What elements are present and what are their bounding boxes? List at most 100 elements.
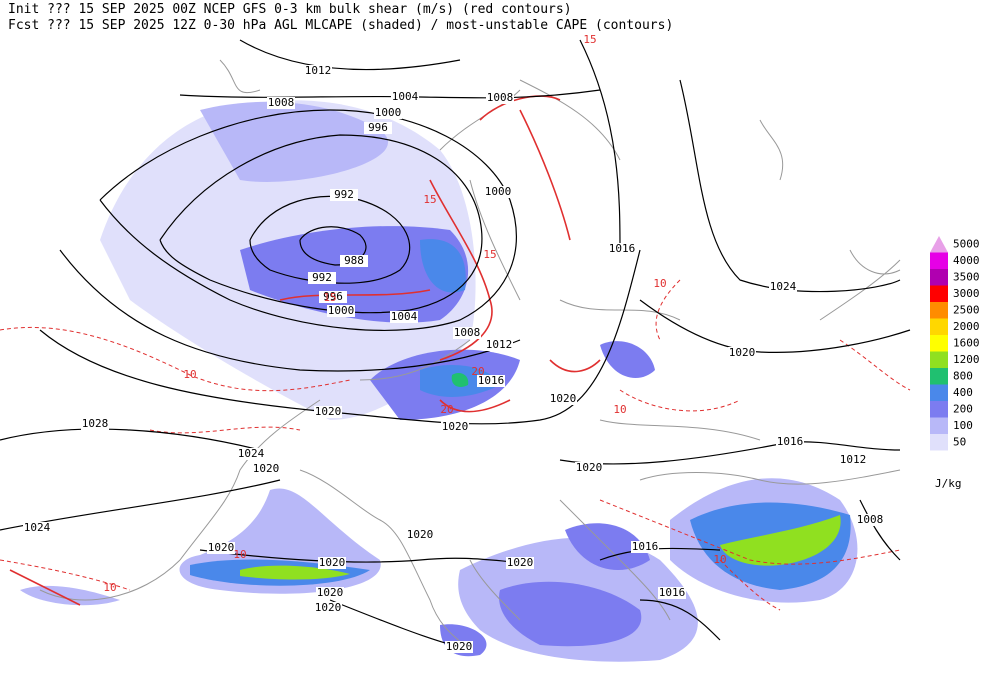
label-background xyxy=(441,421,469,433)
legend-swatch xyxy=(930,417,948,434)
label-background xyxy=(316,587,344,599)
legend-swatch xyxy=(930,401,948,418)
label-background xyxy=(308,272,336,284)
pressure-label: 1020 xyxy=(317,586,344,599)
cape-area xyxy=(499,581,642,647)
pressure-label: 1000 xyxy=(375,106,402,119)
legend-label: 3000 xyxy=(953,287,980,300)
label-background xyxy=(484,186,512,198)
label-background xyxy=(364,122,392,134)
label-background xyxy=(267,97,295,109)
label-background xyxy=(374,107,402,119)
pressure-label: 1020 xyxy=(576,461,603,474)
cape-area xyxy=(420,239,466,293)
pressure-label: 996 xyxy=(323,290,343,303)
cape-area xyxy=(20,585,120,606)
pressure-label: 1020 xyxy=(507,556,534,569)
shear-label: 10 xyxy=(613,403,626,416)
cape-area xyxy=(600,341,655,378)
legend-swatch xyxy=(930,384,948,401)
legend-swatch xyxy=(930,302,948,319)
label-background xyxy=(304,65,332,77)
shear-contours xyxy=(0,95,911,611)
pressure-label: 1008 xyxy=(857,513,884,526)
shear-label: 10 xyxy=(183,368,196,381)
label-background xyxy=(390,311,418,323)
pressure-label: 1016 xyxy=(659,586,686,599)
legend-label: 200 xyxy=(953,402,973,415)
cape-area xyxy=(720,515,841,566)
legend-label: 2000 xyxy=(953,320,980,333)
label-background xyxy=(319,291,347,303)
pressure-label: 1016 xyxy=(632,540,659,553)
legend-label: 1200 xyxy=(953,353,980,366)
label-background xyxy=(237,448,265,460)
shear-label: 20 xyxy=(471,365,484,378)
pressure-label: 1020 xyxy=(253,462,280,475)
cape-area xyxy=(240,565,350,580)
legend-label: 4000 xyxy=(953,254,980,267)
legend-swatch xyxy=(930,318,948,335)
label-background xyxy=(23,522,51,534)
label-background xyxy=(445,641,473,653)
shear-label: 20 xyxy=(440,403,453,416)
label-background xyxy=(252,463,280,475)
pressure-label: 1004 xyxy=(392,90,419,103)
label-background xyxy=(575,462,603,474)
shear-contour xyxy=(9,95,601,606)
pressure-label: 1012 xyxy=(486,338,513,351)
label-background xyxy=(856,514,884,526)
pressure-label: 1020 xyxy=(315,601,342,614)
label-background xyxy=(477,375,505,387)
pressure-label: 1012 xyxy=(305,64,332,77)
label-background xyxy=(453,327,481,339)
pressure-label: 1020 xyxy=(315,405,342,418)
label-background xyxy=(608,243,636,255)
label-background xyxy=(728,347,756,359)
pressure-label: 1008 xyxy=(268,96,295,109)
pressure-label: 1020 xyxy=(446,640,473,653)
pressure-label: 1004 xyxy=(391,310,418,323)
pressure-label: 1016 xyxy=(478,374,505,387)
pressure-label: 1000 xyxy=(328,304,355,317)
shear-label: 10 xyxy=(103,581,116,594)
legend-swatch xyxy=(930,252,948,269)
legend-swatch xyxy=(930,236,948,253)
pressure-label: 1024 xyxy=(24,521,51,534)
legend-swatch xyxy=(930,351,948,368)
label-background xyxy=(549,393,577,405)
legend-label: 1600 xyxy=(953,336,980,349)
legend-swatch xyxy=(930,434,948,451)
cape-area xyxy=(240,226,469,323)
pressure-label: 1012 xyxy=(840,453,867,466)
pressure-label: 1016 xyxy=(609,242,636,255)
shear-label: 15 xyxy=(423,193,436,206)
label-background xyxy=(406,529,434,541)
label-background xyxy=(631,541,659,553)
legend-label: 100 xyxy=(953,419,973,432)
label-background xyxy=(207,542,235,554)
label-background xyxy=(81,418,109,430)
pressure-label: 1020 xyxy=(729,346,756,359)
legend-label: 400 xyxy=(953,386,973,399)
header-line: Init ??? 15 SEP 2025 00Z NCEP GFS 0-3 km… xyxy=(8,2,572,17)
label-background xyxy=(486,92,514,104)
legend-swatch xyxy=(930,285,948,302)
label-background xyxy=(485,339,513,351)
header-line: Fcst ??? 15 SEP 2025 12Z 0-30 hPa AGL ML… xyxy=(8,18,673,33)
legend-swatch xyxy=(930,335,948,352)
label-background xyxy=(391,91,419,103)
label-background xyxy=(314,406,342,418)
label-background xyxy=(769,281,797,293)
pressure-label: 1020 xyxy=(208,541,235,554)
legend-label: 3500 xyxy=(953,270,980,283)
pressure-label: 1024 xyxy=(238,447,265,460)
pressure-label: 1008 xyxy=(487,91,514,104)
pressure-label: 996 xyxy=(368,121,388,134)
label-background xyxy=(506,557,534,569)
pressure-label: 1020 xyxy=(550,392,577,405)
label-background xyxy=(776,436,804,448)
label-background xyxy=(318,557,346,569)
